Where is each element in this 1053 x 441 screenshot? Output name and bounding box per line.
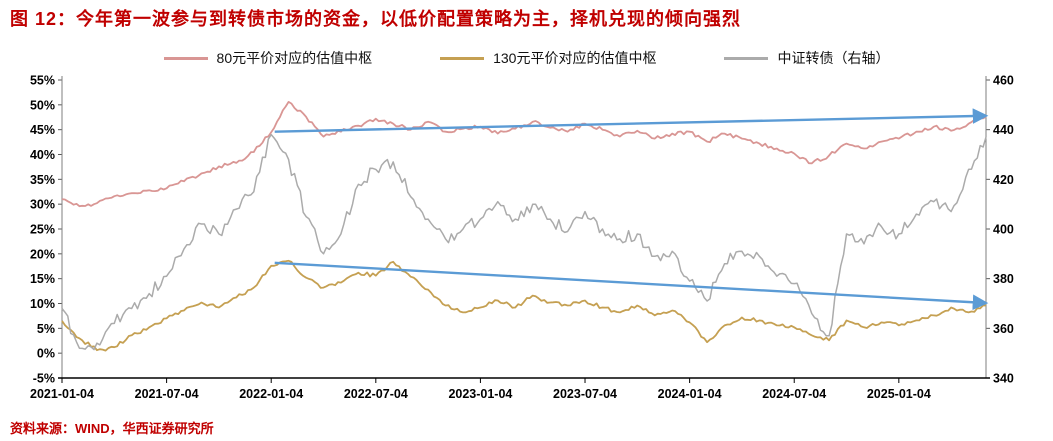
svg-text:15%: 15% — [30, 272, 55, 286]
trend-arrows — [274, 108, 989, 311]
svg-text:35%: 35% — [30, 173, 55, 187]
trend-arrow-0 — [274, 108, 989, 133]
series-line-1 — [61, 259, 987, 352]
legend-swatch — [724, 56, 769, 60]
legend-swatch — [440, 56, 485, 60]
svg-text:2023-01-04: 2023-01-04 — [448, 387, 512, 401]
x-axis: 2021-01-04 2021-07-04 2022-01-04 2022-07-04… — [30, 377, 990, 401]
svg-text:50%: 50% — [30, 98, 55, 112]
svg-text:45%: 45% — [30, 123, 55, 137]
svg-text:0%: 0% — [37, 347, 55, 361]
svg-text:5%: 5% — [37, 322, 55, 336]
svg-text:2021-07-04: 2021-07-04 — [135, 387, 199, 401]
svg-text:2025-01-04: 2025-01-04 — [867, 387, 931, 401]
legend-item-2: 中证转债（右轴） — [724, 48, 889, 68]
svg-text:380: 380 — [993, 272, 1014, 286]
svg-text:2022-01-04: 2022-01-04 — [239, 387, 303, 401]
legend-label: 中证转债（右轴） — [777, 50, 890, 66]
series-lines — [61, 101, 987, 352]
legend-swatch — [163, 56, 208, 60]
svg-text:2024-01-04: 2024-01-04 — [658, 387, 722, 401]
svg-text:2024-07-04: 2024-07-04 — [762, 387, 826, 401]
svg-text:360: 360 — [993, 322, 1014, 336]
legend: 80元平价对应的估值中枢 130元平价对应的估值中枢 中证转债（右轴） — [0, 48, 1053, 68]
left-axis: -5% 0% 5% 10% 15% 20% 25% 30% 35% 40% 45% 50% 55% — [30, 74, 63, 386]
svg-text:25%: 25% — [30, 223, 55, 237]
svg-text:2023-07-04: 2023-07-04 — [553, 387, 617, 401]
legend-item-1: 130元平价对应的估值中枢 — [440, 48, 656, 68]
trend-arrow-1 — [274, 261, 989, 311]
svg-text:400: 400 — [993, 223, 1014, 237]
series-line-2 — [61, 133, 987, 351]
right-axis: 340 360 380 400 420 440 460 — [985, 74, 1014, 386]
svg-text:-5%: -5% — [33, 372, 55, 386]
svg-text:55%: 55% — [30, 74, 55, 88]
svg-text:340: 340 — [993, 372, 1014, 386]
svg-text:460: 460 — [993, 74, 1014, 88]
figure-title: 图 12：今年第一波参与到转债市场的资金，以低价配置策略为主，择机兑现的倾向强烈 — [10, 9, 742, 29]
svg-text:40%: 40% — [30, 148, 55, 162]
svg-text:30%: 30% — [30, 198, 55, 212]
legend-label: 80元平价对应的估值中枢 — [216, 50, 373, 66]
source-note: 资料来源：WIND，华西证券研究所 — [10, 421, 214, 436]
svg-text:2021-01-04: 2021-01-04 — [30, 387, 94, 401]
svg-text:440: 440 — [993, 123, 1014, 137]
svg-text:20%: 20% — [30, 247, 55, 261]
legend-label: 130元平价对应的估值中枢 — [493, 50, 657, 66]
series-line-0 — [61, 101, 987, 208]
legend-item-0: 80元平价对应的估值中枢 — [163, 48, 373, 68]
svg-text:2022-07-04: 2022-07-04 — [344, 387, 408, 401]
svg-text:10%: 10% — [30, 297, 55, 311]
svg-text:420: 420 — [993, 173, 1014, 187]
